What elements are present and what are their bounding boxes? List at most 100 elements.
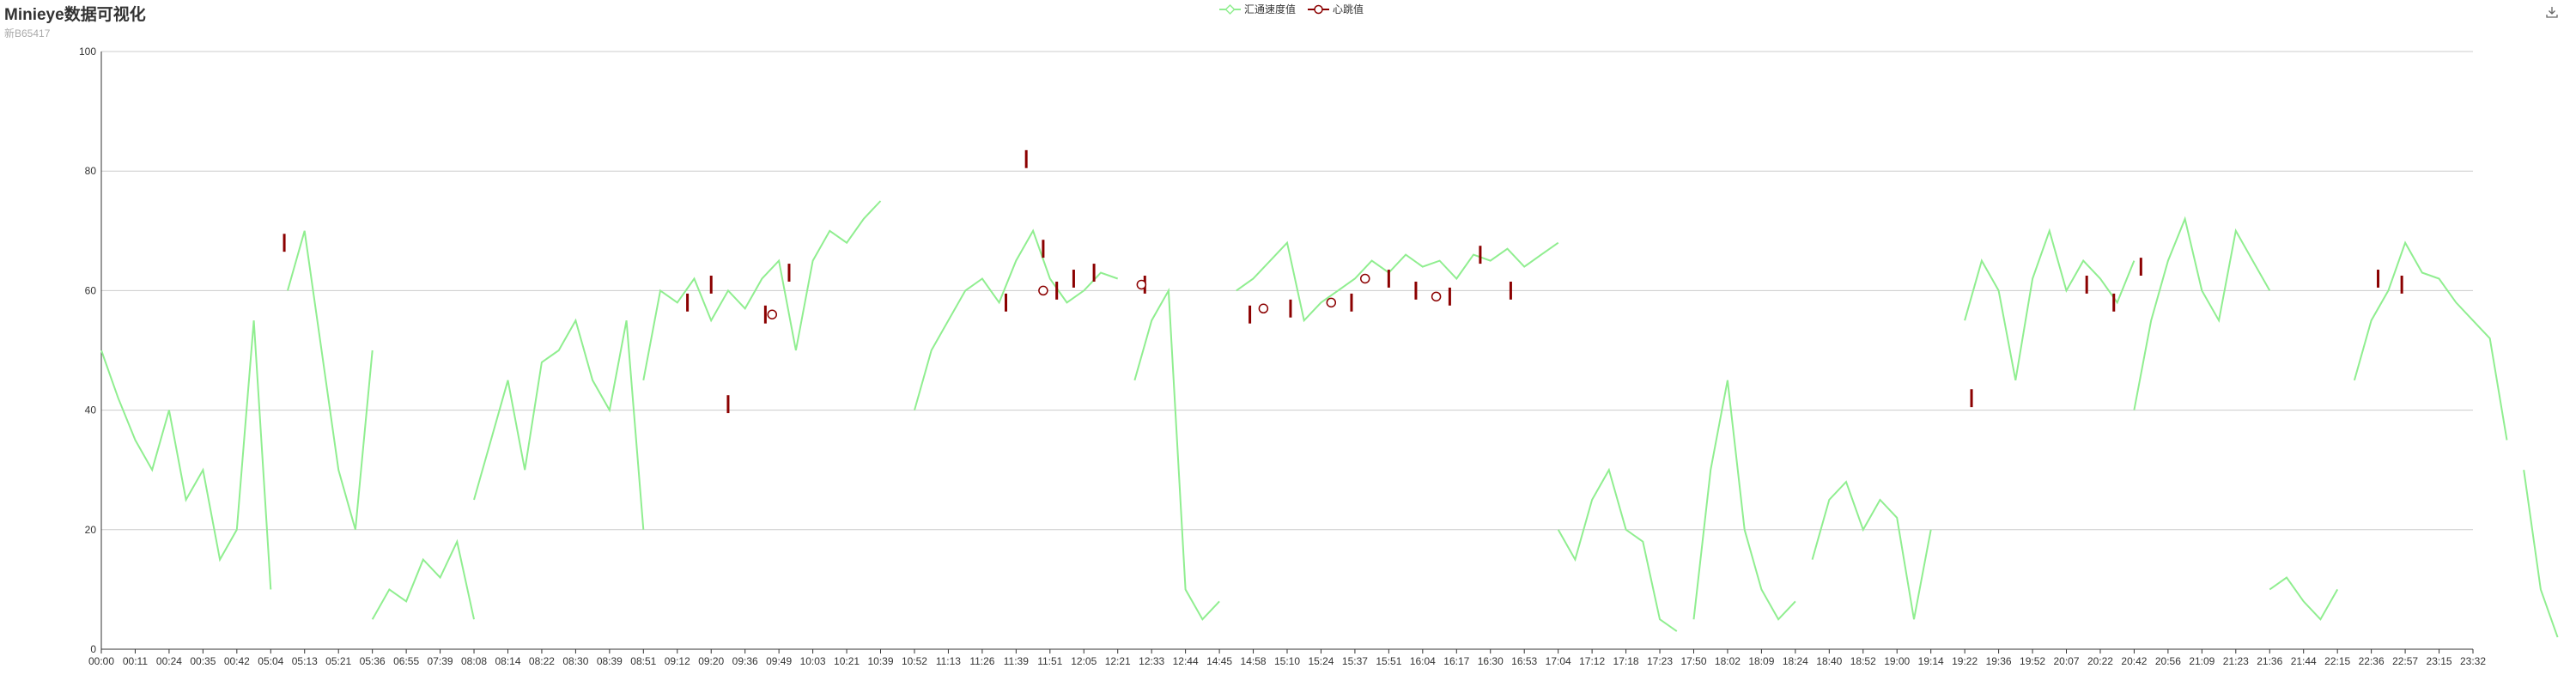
x-tick-label: 08:51 xyxy=(630,655,656,667)
legend-label-heartbeat: 心跳值 xyxy=(1333,3,1364,15)
heartbeat-marker xyxy=(1326,297,1337,308)
x-tick-label: 10:21 xyxy=(834,655,860,667)
download-icon[interactable] xyxy=(2545,5,2559,19)
x-tick-label: 16:04 xyxy=(1410,655,1436,667)
speed-series-line xyxy=(2353,240,2508,441)
x-tick-label: 05:36 xyxy=(360,655,386,667)
x-tick-label: 18:02 xyxy=(1715,655,1741,667)
chart-subtitle: 新B65417 xyxy=(4,27,51,40)
speed-series-line xyxy=(1692,380,1796,621)
heartbeat-marker xyxy=(767,309,778,319)
x-tick-label: 08:08 xyxy=(461,655,487,667)
x-tick-label: 10:03 xyxy=(800,655,826,667)
speed-series-line xyxy=(2133,216,2271,410)
x-tick-label: 21:36 xyxy=(2257,655,2282,667)
x-tick-label: 17:18 xyxy=(1613,655,1639,667)
x-tick-label: 12:05 xyxy=(1071,655,1097,667)
x-tick-label: 09:36 xyxy=(732,655,758,667)
legend-item-speed[interactable]: 汇通速度值 xyxy=(1219,2,1296,16)
x-tick-label: 07:39 xyxy=(428,655,453,667)
x-tick-label: 15:51 xyxy=(1376,655,1401,667)
speed-series-line xyxy=(100,320,272,590)
x-tick-label: 09:20 xyxy=(698,655,724,667)
x-tick-label: 10:52 xyxy=(902,655,927,667)
x-tick-label: 08:22 xyxy=(529,655,555,667)
legend-line-circle-icon xyxy=(1308,4,1330,14)
x-tick-label: 00:00 xyxy=(88,655,114,667)
speed-series-line xyxy=(1811,480,1932,620)
x-tick-label: 05:13 xyxy=(292,655,318,667)
y-tick-label: 20 xyxy=(85,524,97,536)
x-tick-label: 14:58 xyxy=(1241,655,1267,667)
x-tick-label: 22:36 xyxy=(2359,655,2385,667)
x-tick-label: 18:09 xyxy=(1748,655,1774,667)
y-tick-label: 0 xyxy=(90,643,96,655)
x-tick-label: 19:00 xyxy=(1884,655,1910,667)
x-tick-label: 19:52 xyxy=(2020,655,2045,667)
x-tick-label: 19:22 xyxy=(1952,655,1978,667)
y-tick-label: 40 xyxy=(85,404,97,416)
x-tick-label: 11:26 xyxy=(969,655,994,667)
legend-item-heartbeat[interactable]: 心跳值 xyxy=(1308,2,1364,16)
y-tick-label: 60 xyxy=(85,284,97,296)
x-tick-label: 11:13 xyxy=(936,655,961,667)
x-tick-label: 16:30 xyxy=(1478,655,1504,667)
speed-series-line xyxy=(1557,467,1678,632)
x-tick-label: 17:50 xyxy=(1680,655,1706,667)
chart-title: Minieye数据可视化 xyxy=(4,6,146,24)
x-tick-label: 19:36 xyxy=(1986,655,2012,667)
x-tick-label: 08:14 xyxy=(495,655,520,667)
x-tick-label: 11:39 xyxy=(1004,655,1029,667)
x-tick-label: 11:51 xyxy=(1037,655,1062,667)
x-tick-label: 21:44 xyxy=(2291,655,2317,667)
speed-series-line xyxy=(1133,287,1220,621)
x-tick-label: 17:04 xyxy=(1546,655,1571,667)
heartbeat-marker xyxy=(1360,273,1370,284)
x-tick-label: 17:23 xyxy=(1647,655,1673,667)
x-tick-label: 09:12 xyxy=(665,655,690,667)
y-tick-label: 100 xyxy=(79,46,96,58)
y-tick-label: 80 xyxy=(85,165,97,177)
heartbeat-marker xyxy=(1136,279,1147,290)
x-tick-label: 21:09 xyxy=(2189,655,2215,667)
x-tick-label: 09:49 xyxy=(766,655,792,667)
legend-line-diamond-icon xyxy=(1219,3,1241,15)
x-tick-label: 20:07 xyxy=(2053,655,2079,667)
heartbeat-marker xyxy=(1038,285,1048,296)
speed-series-line xyxy=(287,230,374,531)
x-tick-label: 20:42 xyxy=(2121,655,2147,667)
x-tick-label: 19:14 xyxy=(1918,655,1944,667)
speed-series-line xyxy=(2269,576,2339,621)
x-tick-label: 05:21 xyxy=(325,655,351,667)
speed-series-line xyxy=(1964,228,2136,380)
x-tick-label: 06:55 xyxy=(393,655,419,667)
speed-series-line xyxy=(371,538,475,620)
legend-label-speed: 汇通速度值 xyxy=(1244,3,1297,15)
x-tick-label: 17:12 xyxy=(1579,655,1605,667)
x-tick-label: 23:15 xyxy=(2427,655,2452,667)
x-tick-label: 12:21 xyxy=(1105,655,1131,667)
x-tick-label: 22:15 xyxy=(2324,655,2350,667)
speed-series-line xyxy=(473,318,645,530)
x-tick-label: 18:24 xyxy=(1783,655,1808,667)
heartbeat-marker xyxy=(1258,303,1269,314)
speed-series-line xyxy=(1236,240,1559,323)
speed-series-line xyxy=(642,200,882,380)
x-tick-label: 14:45 xyxy=(1206,655,1232,667)
x-tick-label: 08:30 xyxy=(562,655,588,667)
x-tick-label: 18:52 xyxy=(1850,655,1876,667)
x-tick-label: 00:24 xyxy=(156,655,182,667)
x-tick-label: 23:32 xyxy=(2460,655,2486,667)
x-tick-label: 15:37 xyxy=(1342,655,1368,667)
x-tick-label: 08:39 xyxy=(597,655,623,667)
x-tick-label: 00:35 xyxy=(190,655,216,667)
x-tick-label: 22:57 xyxy=(2392,655,2418,667)
x-tick-label: 12:44 xyxy=(1173,655,1199,667)
x-tick-label: 00:11 xyxy=(123,655,148,667)
x-tick-label: 20:56 xyxy=(2155,655,2181,667)
x-tick-label: 16:17 xyxy=(1443,655,1469,667)
x-tick-label: 12:33 xyxy=(1139,655,1164,667)
x-tick-label: 10:39 xyxy=(867,655,893,667)
x-tick-label: 16:53 xyxy=(1511,655,1537,667)
